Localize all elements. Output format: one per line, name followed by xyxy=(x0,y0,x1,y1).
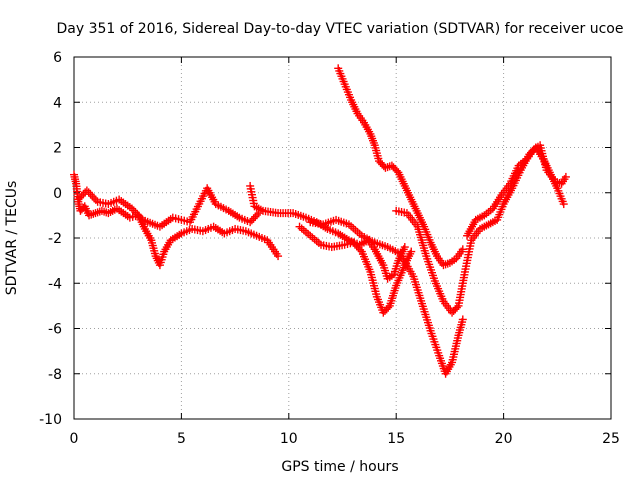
x-tick-label: 25 xyxy=(602,431,620,447)
x-tick-label: 5 xyxy=(177,431,186,447)
data-point-plus xyxy=(84,188,93,197)
data-point-plus xyxy=(561,172,570,181)
y-tick-label: 2 xyxy=(53,141,62,157)
data-point-plus xyxy=(90,194,99,203)
y-tick-label: -8 xyxy=(48,367,62,383)
data-point-plus xyxy=(91,195,100,204)
x-tick-label: 15 xyxy=(387,431,405,447)
y-tick-label: -2 xyxy=(48,231,62,247)
data-point-plus xyxy=(407,247,416,256)
data-point-plus xyxy=(458,245,467,254)
data-point-plus xyxy=(354,243,363,252)
data-point-plus xyxy=(79,190,88,199)
data-point-plus xyxy=(400,243,409,252)
x-axis-label: GPS time / hours xyxy=(281,459,398,475)
data-point-plus xyxy=(384,303,393,312)
data-point-plus xyxy=(349,238,358,247)
data-point-plus xyxy=(246,218,255,227)
data-point-plus xyxy=(356,245,365,254)
data-point-plus xyxy=(274,252,283,261)
y-tick-label: 4 xyxy=(53,95,62,111)
data-point-plus xyxy=(74,195,83,204)
data-point-plus xyxy=(131,208,140,217)
data-point-plus xyxy=(352,242,361,251)
data-point-plus xyxy=(88,192,97,201)
data-point-plus xyxy=(452,303,461,312)
data-point-plus xyxy=(458,315,467,324)
data-point-plus xyxy=(253,210,262,219)
chart-title: Day 351 of 2016, Sidereal Day-to-day VTE… xyxy=(57,21,624,37)
data-point-plus xyxy=(350,240,359,249)
data-point-plus xyxy=(77,191,86,200)
data-point-plus xyxy=(249,214,258,223)
data-point-plus xyxy=(76,193,85,202)
x-tick-label: 0 xyxy=(70,431,79,447)
data-point-plus xyxy=(559,200,568,209)
y-tick-label: 6 xyxy=(53,50,62,66)
y-tick-label: -6 xyxy=(48,322,62,338)
data-point-plus xyxy=(251,212,260,221)
data-point-plus xyxy=(135,212,144,221)
x-tick-label: 10 xyxy=(280,431,298,447)
y-tick-label: -4 xyxy=(48,276,62,292)
data-point-plus xyxy=(133,210,142,219)
data-points xyxy=(70,64,570,378)
x-tick-label: 20 xyxy=(495,431,513,447)
data-point-plus xyxy=(247,216,256,225)
y-axis-label: SDTVAR / TECUs xyxy=(4,181,20,296)
axis-tick-labels: 0 5 10 15 20 25 -10 -8 -6 -4 -2 0 2 4 6 xyxy=(39,50,620,447)
data-point-plus xyxy=(82,186,91,195)
data-point-plus xyxy=(129,206,138,215)
data-point-plus xyxy=(127,204,136,213)
y-tick-label: 0 xyxy=(53,186,62,202)
data-point-plus xyxy=(86,190,95,199)
data-point-plus xyxy=(136,214,145,223)
y-tick-label: -10 xyxy=(39,412,62,428)
